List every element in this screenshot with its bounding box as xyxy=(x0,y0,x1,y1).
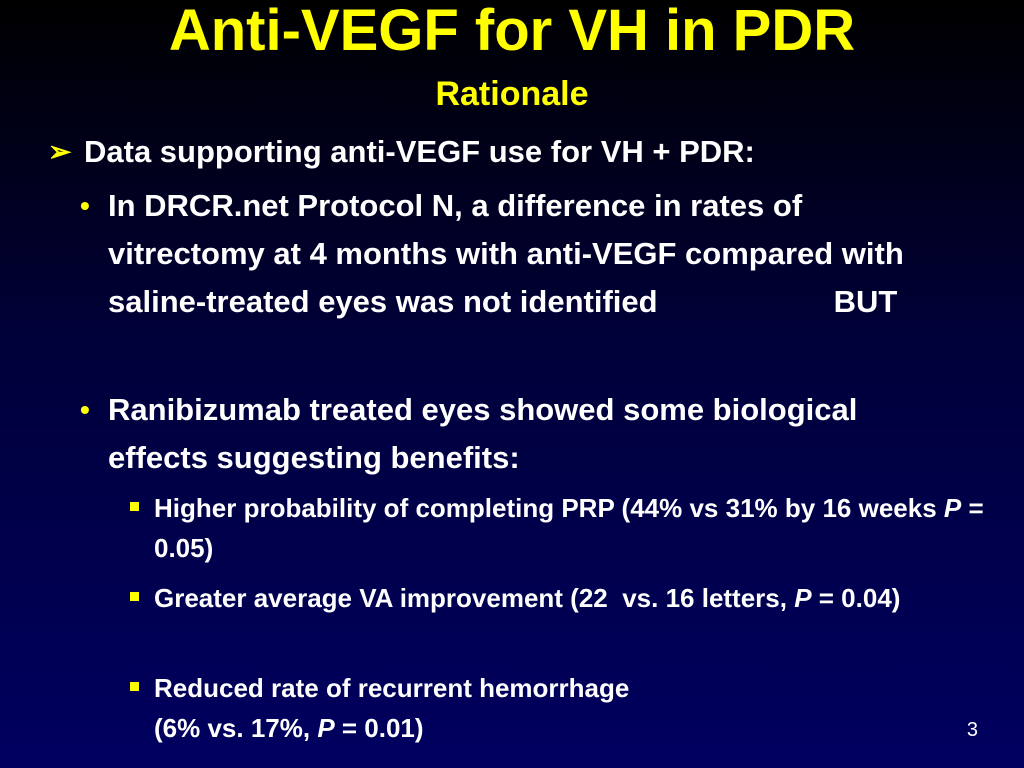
subbullet-prp: Higher probability of completing PRP (44… xyxy=(128,488,988,568)
square-bullet-icon xyxy=(130,592,139,601)
p-value: = 0.05) xyxy=(154,493,984,563)
subbullet-text: Reduced rate of recurrent hemorrhage xyxy=(154,673,630,703)
round-bullet-icon: • xyxy=(80,190,90,221)
subbullet-text-line2: (6% vs. 17%, xyxy=(154,713,318,743)
but-text: BUT xyxy=(833,284,898,319)
bullet-protocol-n: • In DRCR.net Protocol N, a difference i… xyxy=(80,182,960,326)
square-bullet-icon xyxy=(130,682,139,691)
p-symbol: P xyxy=(317,713,335,743)
p-symbol: P xyxy=(943,493,962,523)
arrow-bullet-icon: ➢ xyxy=(48,136,72,167)
subbullet-text: Greater average VA improvement (22 vs. 1… xyxy=(154,583,795,613)
page-number: 3 xyxy=(966,719,978,741)
bullet-text: Ranibizumab treated eyes showed some bio… xyxy=(108,392,858,475)
slide-subtitle: Rationale xyxy=(435,75,589,113)
square-bullet-icon xyxy=(130,502,139,511)
p-symbol: P xyxy=(794,583,812,613)
subbullet-text: Higher probability of completing PRP (44… xyxy=(154,493,944,523)
heading-text: Data supporting anti-VEGF use for VH + P… xyxy=(84,134,755,169)
p-value: = 0.04) xyxy=(811,583,901,613)
round-bullet-icon: • xyxy=(80,394,90,425)
bullet-text: In DRCR.net Protocol N, a difference in … xyxy=(108,188,904,319)
slide-title: Anti-VEGF for VH in PDR xyxy=(168,0,856,63)
bullet-ranibizumab: • Ranibizumab treated eyes showed some b… xyxy=(80,386,960,482)
p-value: = 0.01) xyxy=(334,713,424,743)
subbullet-hemorrhage: Reduced rate of recurrent hemorrhage (6% … xyxy=(128,668,988,748)
subbullet-va: Greater average VA improvement (22 vs. 1… xyxy=(128,578,988,618)
